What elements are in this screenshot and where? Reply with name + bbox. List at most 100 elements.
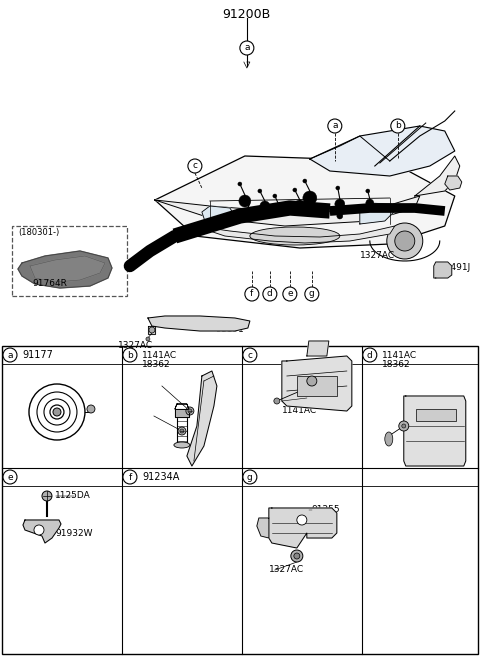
Polygon shape	[310, 126, 455, 176]
Text: 91491J: 91491J	[440, 264, 471, 272]
Text: 18362: 18362	[282, 396, 311, 405]
Text: e: e	[287, 289, 293, 298]
Ellipse shape	[174, 442, 190, 448]
Polygon shape	[18, 251, 112, 288]
Circle shape	[123, 470, 137, 484]
Text: 1141AC: 1141AC	[382, 351, 417, 360]
Circle shape	[53, 408, 61, 416]
Circle shape	[335, 199, 345, 209]
Circle shape	[238, 182, 242, 186]
Text: g: g	[309, 289, 315, 298]
Circle shape	[402, 424, 406, 428]
Polygon shape	[202, 206, 235, 224]
Circle shape	[245, 287, 259, 301]
Circle shape	[297, 515, 307, 525]
Polygon shape	[307, 341, 329, 356]
Circle shape	[240, 41, 254, 55]
Text: 91764R: 91764R	[32, 279, 67, 287]
Text: 91234A: 91234A	[142, 472, 180, 482]
Text: 91932W: 91932W	[55, 529, 93, 537]
Circle shape	[3, 470, 17, 484]
Polygon shape	[155, 196, 420, 226]
Circle shape	[276, 207, 284, 215]
Polygon shape	[175, 409, 189, 417]
Circle shape	[188, 159, 202, 173]
Circle shape	[293, 188, 297, 192]
Text: f: f	[250, 289, 253, 298]
Bar	[297, 376, 337, 396]
Ellipse shape	[385, 432, 393, 446]
Text: e: e	[7, 472, 13, 482]
Circle shape	[34, 525, 44, 535]
Text: 91191: 91191	[215, 325, 244, 333]
Circle shape	[178, 427, 186, 435]
Circle shape	[246, 202, 250, 206]
Bar	[12, 226, 127, 296]
Circle shape	[273, 194, 277, 198]
Circle shape	[246, 212, 254, 220]
Text: d: d	[267, 289, 273, 298]
Polygon shape	[148, 326, 155, 334]
Circle shape	[243, 348, 257, 362]
Polygon shape	[269, 508, 337, 548]
Text: b: b	[127, 350, 133, 359]
Circle shape	[274, 398, 280, 404]
Text: d: d	[367, 350, 372, 359]
Polygon shape	[434, 262, 452, 278]
Text: a: a	[7, 350, 13, 359]
Circle shape	[258, 189, 262, 193]
Circle shape	[366, 199, 374, 207]
Circle shape	[363, 348, 377, 362]
Circle shape	[337, 213, 343, 219]
Polygon shape	[30, 256, 105, 282]
Polygon shape	[155, 156, 455, 248]
Polygon shape	[257, 518, 269, 538]
Polygon shape	[282, 356, 352, 411]
Text: 1327AC: 1327AC	[269, 565, 304, 575]
Text: f: f	[128, 472, 132, 482]
Polygon shape	[195, 226, 395, 243]
Circle shape	[307, 376, 317, 386]
Circle shape	[328, 119, 342, 133]
Circle shape	[123, 348, 137, 362]
Circle shape	[294, 553, 300, 559]
Circle shape	[239, 195, 251, 207]
Text: 91177: 91177	[22, 350, 53, 360]
Polygon shape	[148, 316, 250, 331]
Circle shape	[243, 470, 257, 484]
Circle shape	[294, 200, 306, 212]
Text: 1327AC: 1327AC	[360, 251, 395, 260]
Circle shape	[146, 337, 150, 341]
Circle shape	[291, 550, 303, 562]
Text: 1141AC: 1141AC	[282, 406, 317, 415]
Circle shape	[303, 179, 307, 183]
Text: g: g	[247, 472, 253, 482]
Circle shape	[366, 189, 370, 193]
Text: 1125DA: 1125DA	[55, 491, 91, 501]
Text: 18362: 18362	[382, 360, 410, 369]
Circle shape	[3, 348, 17, 362]
Text: 91200B: 91200B	[223, 8, 271, 21]
Circle shape	[260, 201, 270, 211]
Circle shape	[399, 421, 409, 431]
Text: c: c	[192, 161, 197, 171]
Circle shape	[305, 287, 319, 301]
Polygon shape	[445, 176, 462, 190]
Bar	[416, 409, 456, 421]
Circle shape	[186, 407, 194, 415]
Polygon shape	[23, 520, 61, 543]
Text: 18362: 18362	[142, 360, 170, 369]
Polygon shape	[404, 396, 466, 466]
Circle shape	[303, 191, 317, 205]
Polygon shape	[360, 203, 395, 224]
Circle shape	[283, 287, 297, 301]
Circle shape	[180, 429, 184, 433]
Circle shape	[395, 231, 415, 251]
Polygon shape	[187, 371, 217, 466]
Polygon shape	[415, 156, 460, 196]
Circle shape	[188, 409, 192, 413]
Circle shape	[149, 327, 155, 333]
Text: a: a	[244, 43, 250, 52]
Text: 1141AC: 1141AC	[142, 351, 177, 360]
Ellipse shape	[250, 227, 340, 245]
